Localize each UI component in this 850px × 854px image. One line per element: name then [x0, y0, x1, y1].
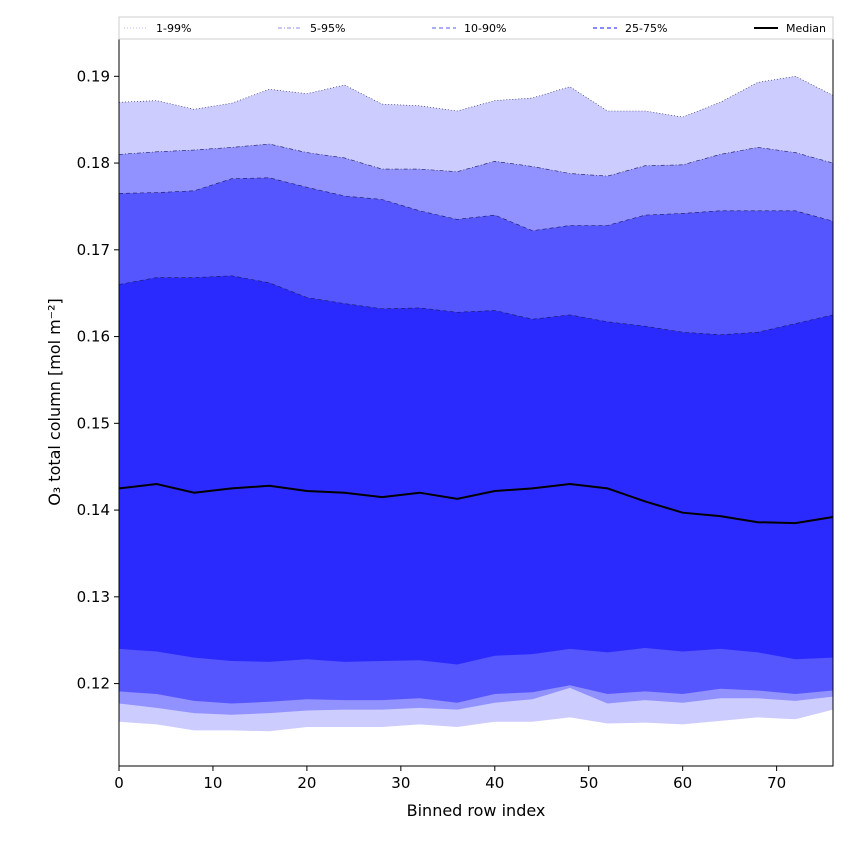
y-axis-ticks: 0.12 0.13 0.14 0.15 0.16 0.17 0.18 0.19	[77, 67, 119, 693]
x-axis-label: Binned row index	[407, 801, 546, 820]
y-tick-label: 0.14	[77, 501, 110, 519]
x-tick-label: 0	[114, 774, 124, 792]
x-tick-label: 20	[297, 774, 316, 792]
y-tick-label: 0.12	[77, 675, 110, 693]
median-line	[118, 482, 834, 525]
legend-label: 5-95%	[310, 22, 345, 35]
y-tick-label: 0.13	[77, 588, 110, 606]
band-upper-edge-5-95%	[118, 143, 834, 177]
y-axis-label: O₃ total column [mol m⁻²]	[45, 298, 64, 506]
y-tick-label: 0.15	[77, 414, 110, 432]
legend-label: 1-99%	[156, 22, 191, 35]
legend-frame	[118, 16, 834, 40]
y-tick-label: 0.18	[77, 154, 110, 172]
band-upper-edge-10-90%	[118, 177, 834, 232]
band-upper-edge-25-75%	[118, 275, 834, 336]
band-25-75%	[119, 275, 833, 665]
y-tick-label: 0.19	[77, 67, 110, 85]
x-tick-label: 40	[485, 774, 504, 792]
y-tick-label: 0.16	[77, 328, 110, 346]
median-layer	[118, 482, 834, 525]
x-tick-label: 30	[391, 774, 410, 792]
bands-layer	[118, 75, 834, 732]
x-tick-label: 10	[203, 774, 222, 792]
x-axis-ticks: 0 10 20 30 40 50 60 70	[114, 766, 786, 792]
legend-label: 25-75%	[625, 22, 667, 35]
x-tick-label: 70	[767, 774, 786, 792]
band-upper-edge-1-99%	[118, 75, 834, 118]
y-tick-label: 0.17	[77, 241, 110, 259]
x-tick-label: 60	[673, 774, 692, 792]
legend: 1-99% 5-95% 10-90% 25-75% Median	[118, 16, 834, 40]
legend-label: 10-90%	[464, 22, 506, 35]
legend-label: Median	[786, 22, 826, 35]
x-tick-label: 50	[579, 774, 598, 792]
